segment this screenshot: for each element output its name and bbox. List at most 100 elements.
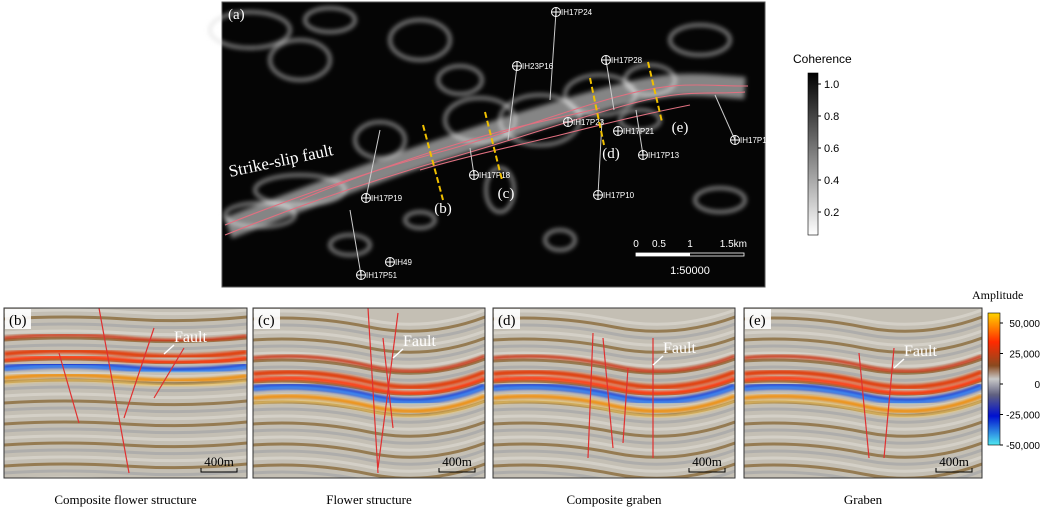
reflector bbox=[493, 434, 735, 452]
well-cross bbox=[385, 257, 395, 267]
fault-label: Fault bbox=[904, 343, 937, 360]
section-line bbox=[589, 77, 605, 146]
reflector bbox=[253, 336, 485, 354]
section-label: (e) bbox=[749, 313, 766, 329]
label-box bbox=[5, 309, 31, 329]
section-label: (b) bbox=[434, 201, 452, 217]
fault-arrow bbox=[652, 355, 664, 366]
reflector bbox=[493, 329, 735, 347]
seismic-section: (e) Fault 400m Graben bbox=[743, 307, 983, 507]
reflector bbox=[744, 427, 982, 445]
reflector bbox=[493, 357, 735, 375]
well-cross bbox=[593, 190, 603, 200]
key-reflector bbox=[493, 354, 735, 373]
fault-trace bbox=[419, 104, 691, 171]
fault-line bbox=[367, 308, 379, 474]
reflector bbox=[744, 343, 982, 361]
well-cross bbox=[551, 7, 561, 17]
well-name: IH17P10 bbox=[603, 191, 635, 200]
caption: Composite graben bbox=[567, 492, 662, 507]
coherence-blob bbox=[436, 64, 484, 96]
well-cross bbox=[469, 170, 479, 180]
caption: Flower structure bbox=[326, 492, 412, 507]
reflector bbox=[4, 392, 247, 400]
section-image bbox=[744, 308, 982, 478]
reflector bbox=[12, 476, 247, 478]
coherence-map: IH17P24IH23P16IH17P28IH17P23IH17P21IH17P… bbox=[208, 1, 767, 288]
well-cross bbox=[730, 135, 740, 145]
coherence-blob bbox=[403, 210, 437, 230]
key-reflector bbox=[253, 354, 485, 373]
section-label: (c) bbox=[258, 313, 275, 329]
reflector bbox=[4, 406, 247, 414]
reflector bbox=[493, 350, 735, 368]
section-frame bbox=[252, 307, 486, 479]
reflector bbox=[4, 385, 247, 393]
section-frame bbox=[3, 307, 248, 479]
scale-bar: 0 0.5 1 1.5km 1:50000 bbox=[633, 239, 747, 277]
scale-tick-label: 0 bbox=[633, 239, 639, 250]
key-reflector bbox=[253, 394, 485, 414]
well-trajectory bbox=[349, 209, 362, 276]
reflector bbox=[4, 441, 247, 449]
well-name: IH23P16 bbox=[522, 62, 554, 71]
well-name: IH17P1 bbox=[740, 136, 767, 145]
section-line bbox=[422, 124, 444, 201]
reflector bbox=[744, 448, 982, 466]
tick-label: 0.4 bbox=[824, 175, 839, 187]
fault-line bbox=[58, 352, 80, 424]
well-name: IH17P13 bbox=[648, 151, 680, 160]
tick-label: -25,000 bbox=[1006, 411, 1040, 422]
coherence-blob bbox=[353, 120, 407, 160]
reflector bbox=[493, 441, 735, 459]
reflector bbox=[493, 322, 735, 340]
key-reflector bbox=[4, 333, 247, 343]
well-name: IH17P28 bbox=[611, 56, 643, 65]
reflector bbox=[253, 350, 485, 368]
key-reflector bbox=[253, 386, 485, 404]
coherence-blob bbox=[208, 10, 292, 50]
well-cross bbox=[638, 150, 648, 160]
scale-label: 400m bbox=[939, 454, 969, 469]
panel-label: (a) bbox=[228, 7, 245, 23]
reflector bbox=[4, 413, 247, 421]
well-cross bbox=[601, 55, 611, 65]
caption: Graben bbox=[844, 492, 883, 507]
coherence-colorbar: Coherence 1.0 0.8 0.6 0.4 0.2 bbox=[793, 52, 852, 236]
scale-label: 400m bbox=[692, 454, 722, 469]
key-reflector bbox=[493, 386, 735, 404]
reflector bbox=[493, 462, 735, 478]
section-line bbox=[484, 111, 503, 181]
reflector bbox=[493, 364, 735, 382]
reflector bbox=[744, 413, 982, 431]
section-frame bbox=[492, 307, 736, 479]
reflector bbox=[744, 406, 982, 424]
label-box bbox=[745, 309, 771, 329]
seismic-sections: (b) Fault 400m Composite flower structure (c… bbox=[3, 307, 983, 507]
well-trajectory bbox=[365, 129, 381, 199]
fault-line bbox=[858, 352, 870, 459]
reflector bbox=[4, 455, 247, 463]
reflector bbox=[261, 476, 485, 478]
fault-line bbox=[377, 312, 399, 469]
scale-label: 400m bbox=[442, 454, 472, 469]
fault-arrow bbox=[893, 358, 905, 369]
reflector bbox=[493, 455, 735, 473]
well-name: IH49 bbox=[395, 258, 412, 267]
coherence-blob bbox=[303, 6, 357, 34]
coherence-blob bbox=[328, 233, 372, 257]
reflector bbox=[253, 329, 485, 347]
fault-line bbox=[153, 347, 185, 399]
well-trajectory bbox=[605, 59, 615, 111]
key-reflector bbox=[4, 379, 247, 387]
seismic-section: (c) Fault 400m Flower structure bbox=[252, 307, 486, 507]
scale-ratio: 1:50000 bbox=[670, 265, 710, 277]
fault-trace bbox=[224, 91, 746, 236]
reflector bbox=[4, 315, 247, 323]
well-name: IH17P19 bbox=[371, 194, 403, 203]
key-reflector bbox=[4, 373, 247, 383]
scale-label: 400m bbox=[204, 454, 234, 469]
reflector bbox=[493, 406, 735, 424]
reflector bbox=[253, 434, 485, 452]
